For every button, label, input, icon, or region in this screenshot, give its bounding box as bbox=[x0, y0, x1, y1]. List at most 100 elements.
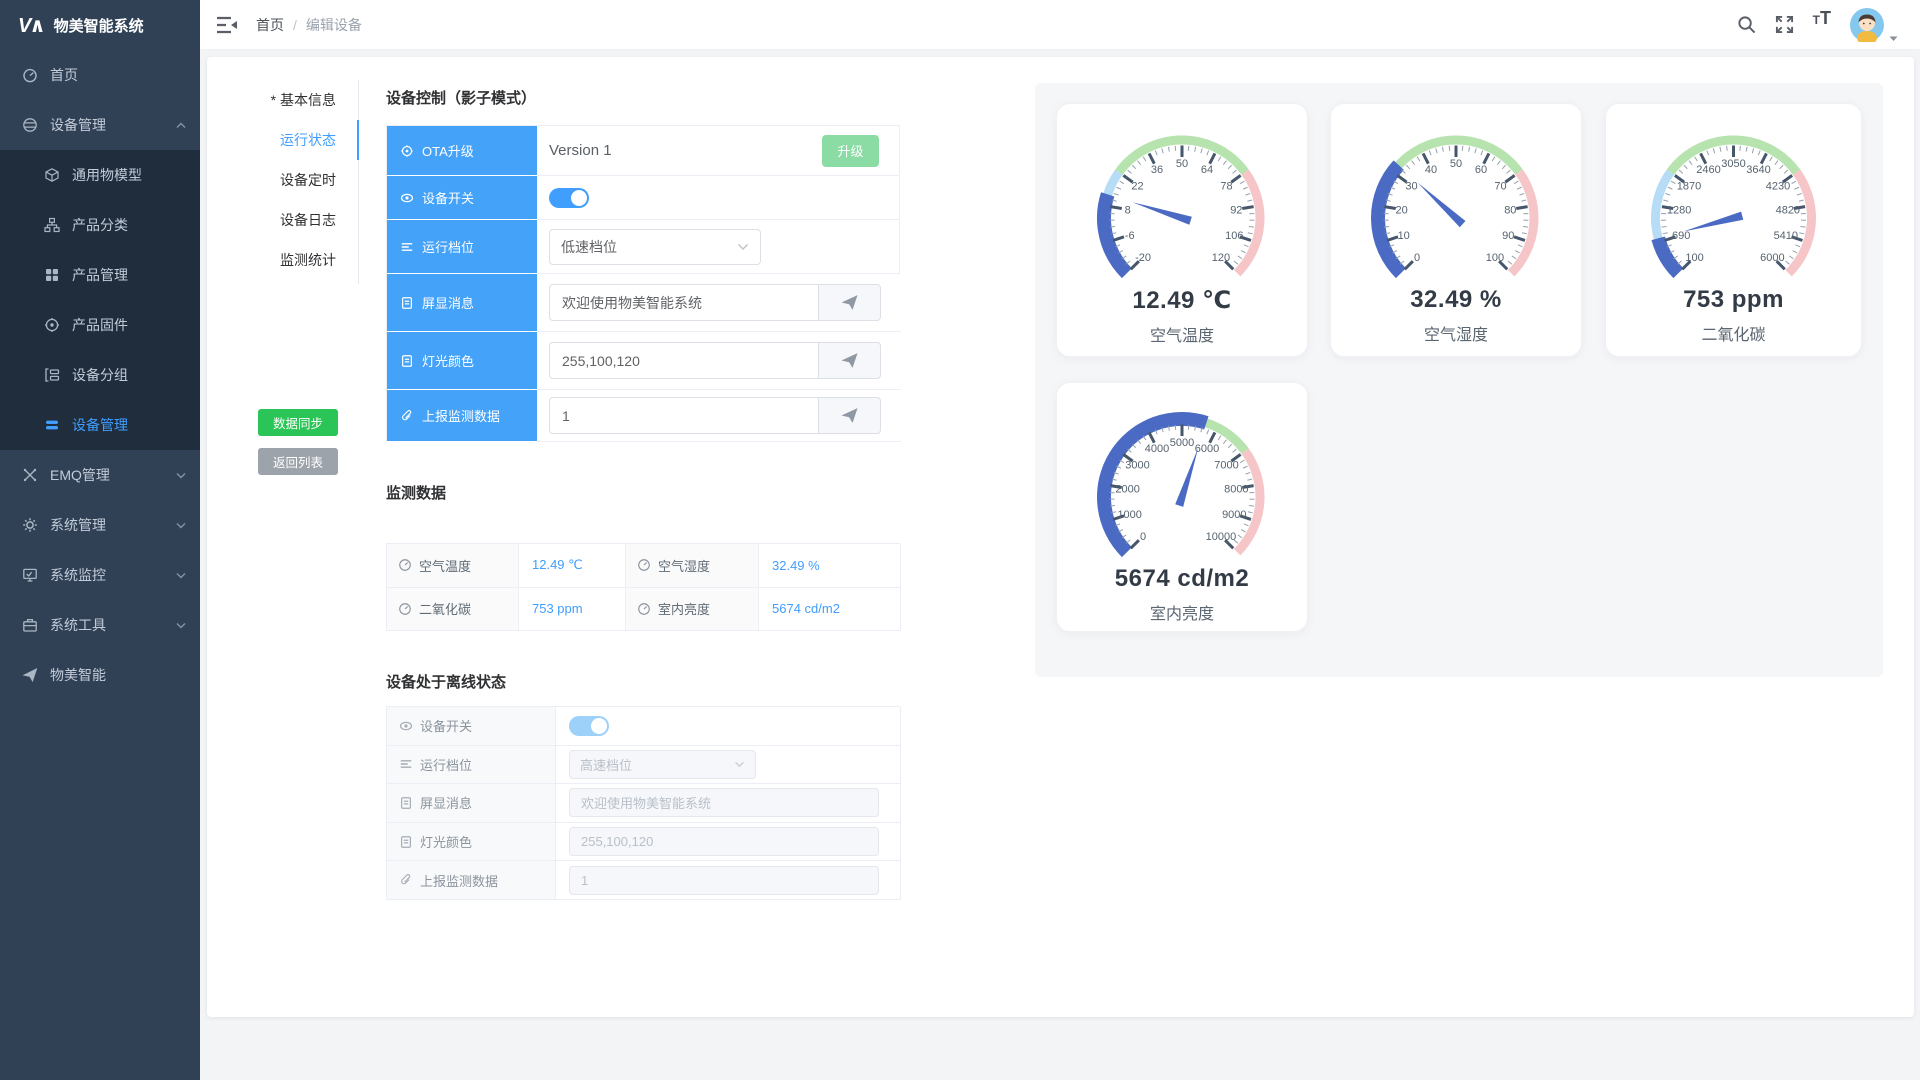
breadcrumb-home[interactable]: 首页 bbox=[256, 16, 284, 33]
device-tabs: * 基本信息 运行状态 设备定时 设备日志 监测统计 bbox=[207, 80, 359, 280]
control-table: OTA升级 Version 1 升级 设备开关 运行档位 bbox=[386, 125, 901, 442]
svg-text:10000: 10000 bbox=[1206, 531, 1237, 543]
monitor-icon bbox=[23, 568, 37, 582]
sidebar-fold-icon[interactable] bbox=[216, 16, 238, 34]
chevron-down-icon bbox=[735, 761, 744, 768]
svg-text:10: 10 bbox=[1398, 230, 1410, 242]
gauge-title: 二氧化碳 bbox=[1701, 327, 1766, 344]
tab-run-status[interactable]: 运行状态 bbox=[207, 120, 359, 160]
devices-icon bbox=[23, 118, 37, 132]
chevron-down-icon bbox=[737, 243, 749, 250]
svg-text:0: 0 bbox=[1140, 531, 1146, 543]
search-icon[interactable] bbox=[1737, 8, 1756, 42]
run-gear-select[interactable]: 低速档位 bbox=[549, 228, 761, 265]
sidebar-item-product-category[interactable]: 产品分类 bbox=[0, 200, 200, 250]
svg-text:8000: 8000 bbox=[1224, 483, 1248, 495]
sidebar-submenu: 通用物模型 产品分类 产品管理 产品固件 设备分组 设备管理 bbox=[0, 150, 200, 450]
screen-message-input[interactable] bbox=[549, 284, 818, 321]
app-title: 物美智能系统 bbox=[53, 17, 144, 35]
gauge-title: 室内亮度 bbox=[1149, 606, 1214, 623]
doc-icon bbox=[401, 797, 411, 809]
upgrade-button[interactable]: 升级 bbox=[822, 134, 879, 167]
sidebar-item-system-tools[interactable]: 系统工具 bbox=[0, 600, 200, 650]
svg-text:70: 70 bbox=[1494, 181, 1506, 193]
fullscreen-icon[interactable] bbox=[1775, 8, 1794, 42]
report-data-input-disabled bbox=[569, 865, 879, 895]
svg-text:60: 60 bbox=[1475, 164, 1487, 176]
report-data-input[interactable] bbox=[549, 397, 818, 434]
sidebar-item-firmware[interactable]: 产品固件 bbox=[0, 300, 200, 350]
back-to-list-button[interactable]: 返回列表 bbox=[258, 448, 338, 475]
gauge-icon bbox=[638, 602, 650, 615]
chevron-down-icon bbox=[176, 572, 186, 578]
gauge-card-air-humidity: 0 10 20 30 40 50 60 70 80 90 100 32.49 % 空气湿度 bbox=[1330, 103, 1582, 357]
svg-text:9000: 9000 bbox=[1222, 509, 1246, 521]
grid-icon bbox=[46, 269, 58, 281]
content-card: * 基本信息 运行状态 设备定时 设备日志 监测统计 数据同步 返回列表 设备控… bbox=[207, 57, 1914, 1017]
sidebar-item-system-monitor[interactable]: 系统监控 bbox=[0, 550, 200, 600]
sidebar-item-wumei[interactable]: 物美智能 bbox=[0, 650, 200, 700]
sidebar-item-device-list[interactable]: 设备管理 bbox=[0, 400, 200, 450]
offline-title: 设备处于离线状态 bbox=[386, 674, 507, 691]
sidebar-item-device-mgmt[interactable]: 设备管理 bbox=[0, 100, 200, 150]
sidebar-item-device-group[interactable]: 设备分组 bbox=[0, 350, 200, 400]
lines-icon bbox=[400, 760, 412, 769]
tabs-divider bbox=[358, 80, 359, 284]
svg-text:3640: 3640 bbox=[1746, 164, 1770, 176]
send-button[interactable] bbox=[818, 284, 881, 321]
monitor-label: 室内亮度 bbox=[626, 587, 759, 631]
user-menu[interactable] bbox=[1850, 7, 1898, 42]
chevron-down-icon bbox=[176, 522, 186, 528]
svg-text:1000: 1000 bbox=[1117, 509, 1141, 521]
data-sync-button[interactable]: 数据同步 bbox=[258, 409, 338, 436]
row-device-switch: 设备开关 bbox=[387, 176, 899, 220]
chevron-down-icon bbox=[176, 472, 186, 478]
device-switch-toggle-disabled bbox=[569, 715, 609, 736]
tab-monitor-stats[interactable]: 监测统计 bbox=[280, 252, 336, 268]
svg-text:4230: 4230 bbox=[1766, 181, 1790, 193]
gauge-value: 12.49 ℃ bbox=[1132, 287, 1232, 314]
sidebar-item-system-mgmt[interactable]: 系统管理 bbox=[0, 500, 200, 550]
logo-icon: V∧ bbox=[18, 14, 46, 37]
monitor-title: 监测数据 bbox=[386, 485, 447, 502]
doc-icon bbox=[401, 835, 411, 848]
tab-device-timer[interactable]: 设备定时 bbox=[280, 172, 336, 188]
svg-text:20: 20 bbox=[1396, 204, 1408, 216]
gauge-value: 5674 cd/m2 bbox=[1114, 565, 1250, 592]
sidebar-item-home[interactable]: 首页 bbox=[0, 50, 200, 100]
sidebar-item-emq[interactable]: EMQ管理 bbox=[0, 450, 200, 500]
monitor-label: 二氧化碳 bbox=[387, 587, 519, 631]
device-switch-toggle[interactable] bbox=[549, 187, 589, 208]
svg-text:78: 78 bbox=[1220, 181, 1232, 193]
svg-text:4820: 4820 bbox=[1776, 204, 1800, 216]
firmware-icon bbox=[45, 318, 59, 332]
light-color-input[interactable] bbox=[549, 342, 818, 379]
tab-device-log[interactable]: 设备日志 bbox=[280, 212, 336, 228]
paper-plane-icon bbox=[841, 408, 858, 423]
light-color-input-disabled bbox=[569, 827, 879, 857]
gauge-icon bbox=[399, 602, 411, 615]
gauge-icon bbox=[399, 559, 411, 572]
svg-text:120: 120 bbox=[1212, 252, 1230, 264]
avatar[interactable] bbox=[1850, 7, 1884, 42]
svg-text:0: 0 bbox=[1414, 252, 1420, 264]
send-button[interactable] bbox=[818, 397, 881, 434]
offline-label: 上报监测数据 bbox=[387, 861, 556, 900]
offline-label: 灯光颜色 bbox=[387, 822, 556, 862]
svg-text:7000: 7000 bbox=[1214, 460, 1238, 472]
send-button[interactable] bbox=[818, 342, 881, 379]
svg-text:2460: 2460 bbox=[1696, 164, 1720, 176]
breadcrumb-separator: / bbox=[293, 16, 297, 33]
svg-text:8: 8 bbox=[1125, 204, 1131, 216]
firmware-icon bbox=[401, 144, 413, 157]
sidebar-item-thing-model[interactable]: 通用物模型 bbox=[0, 150, 200, 200]
sidebar-item-product-mgmt[interactable]: 产品管理 bbox=[0, 250, 200, 300]
svg-text:1280: 1280 bbox=[1667, 204, 1691, 216]
app-logo[interactable]: V∧ 物美智能系统 bbox=[0, 0, 200, 50]
tab-basic-info[interactable]: * 基本信息 bbox=[270, 92, 336, 108]
svg-text:106: 106 bbox=[1225, 230, 1243, 242]
